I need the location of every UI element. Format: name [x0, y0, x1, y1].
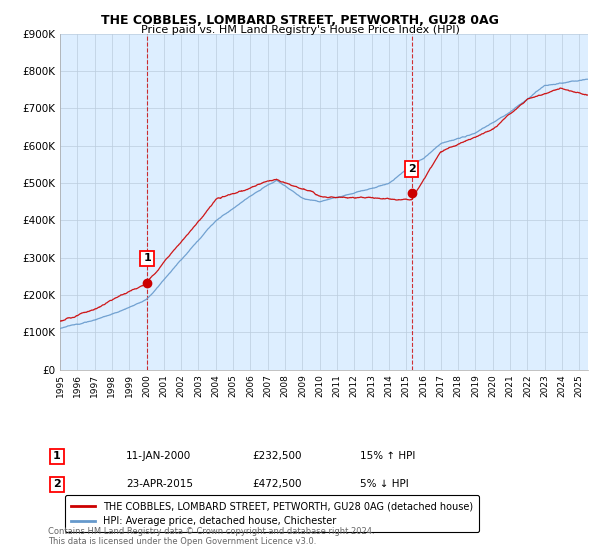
Text: 1: 1 — [143, 253, 151, 263]
Text: Contains HM Land Registry data © Crown copyright and database right 2024.
This d: Contains HM Land Registry data © Crown c… — [48, 526, 374, 546]
Text: 2: 2 — [53, 479, 61, 489]
Text: 1: 1 — [53, 451, 61, 461]
Text: 11-JAN-2000: 11-JAN-2000 — [126, 451, 191, 461]
Text: Price paid vs. HM Land Registry's House Price Index (HPI): Price paid vs. HM Land Registry's House … — [140, 25, 460, 35]
Text: 2: 2 — [408, 164, 415, 174]
Legend: THE COBBLES, LOMBARD STREET, PETWORTH, GU28 0AG (detached house), HPI: Average p: THE COBBLES, LOMBARD STREET, PETWORTH, G… — [65, 496, 479, 532]
Text: THE COBBLES, LOMBARD STREET, PETWORTH, GU28 0AG: THE COBBLES, LOMBARD STREET, PETWORTH, G… — [101, 14, 499, 27]
Text: 15% ↑ HPI: 15% ↑ HPI — [360, 451, 415, 461]
Text: 23-APR-2015: 23-APR-2015 — [126, 479, 193, 489]
Text: 5% ↓ HPI: 5% ↓ HPI — [360, 479, 409, 489]
Text: £472,500: £472,500 — [252, 479, 302, 489]
Text: £232,500: £232,500 — [252, 451, 302, 461]
